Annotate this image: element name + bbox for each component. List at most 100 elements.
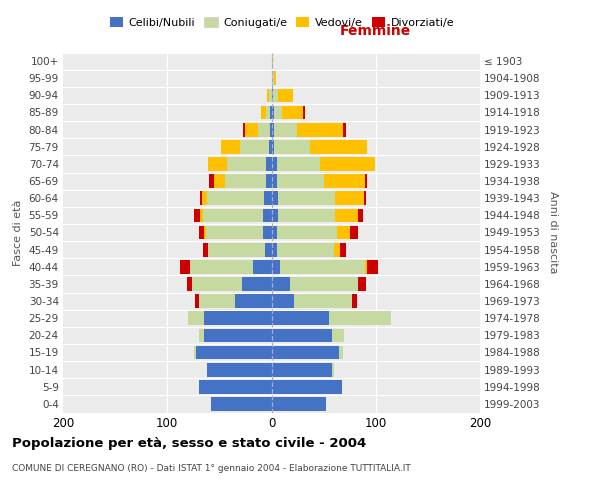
Bar	[207, 192, 264, 205]
Bar	[367, 260, 378, 274]
Bar	[271, 346, 339, 360]
Bar	[271, 174, 277, 188]
Bar	[209, 174, 214, 188]
Bar	[271, 380, 343, 394]
Bar	[204, 312, 271, 325]
Bar	[199, 328, 204, 342]
Bar	[199, 294, 235, 308]
Bar	[214, 174, 224, 188]
Bar	[192, 277, 242, 291]
Bar	[272, 88, 278, 102]
Bar	[290, 277, 358, 291]
Bar	[271, 260, 280, 274]
Bar	[278, 208, 335, 222]
Bar	[271, 294, 295, 308]
Bar	[261, 106, 266, 120]
Bar	[240, 140, 269, 153]
Bar	[194, 208, 200, 222]
Bar	[200, 192, 202, 205]
Bar	[271, 277, 290, 291]
Bar	[277, 174, 323, 188]
Text: Popolazione per età, sesso e stato civile - 2004: Popolazione per età, sesso e stato civil…	[12, 438, 366, 450]
Bar	[271, 208, 278, 222]
Bar	[227, 157, 266, 171]
Bar	[271, 363, 332, 376]
Bar	[271, 157, 277, 171]
Text: COMUNE DI CEREGNANO (RO) - Dati ISTAT 1° gennaio 2004 - Elaborazione TUTTITALIA.: COMUNE DI CEREGNANO (RO) - Dati ISTAT 1°…	[12, 464, 411, 473]
Bar	[295, 294, 352, 308]
Bar	[274, 123, 296, 136]
Bar	[271, 123, 274, 136]
Bar	[271, 226, 277, 239]
Bar	[358, 208, 363, 222]
Bar	[365, 260, 367, 274]
Bar	[266, 106, 271, 120]
Bar	[271, 88, 272, 102]
Bar	[335, 192, 364, 205]
Bar	[263, 226, 271, 239]
Bar	[277, 226, 337, 239]
Bar	[343, 123, 346, 136]
Bar	[271, 54, 272, 68]
Bar	[187, 277, 192, 291]
Bar	[282, 106, 303, 120]
Bar	[202, 192, 207, 205]
Bar	[211, 397, 271, 411]
Bar	[208, 243, 265, 256]
Bar	[274, 106, 282, 120]
Bar	[264, 192, 271, 205]
Bar	[224, 174, 266, 188]
Bar	[271, 72, 274, 85]
Text: Femmine: Femmine	[340, 24, 412, 38]
Bar	[358, 277, 367, 291]
Bar	[258, 123, 271, 136]
Bar	[332, 328, 344, 342]
Bar	[271, 328, 332, 342]
Bar	[194, 346, 196, 360]
Bar	[203, 208, 263, 222]
Bar	[320, 157, 375, 171]
Bar	[278, 88, 293, 102]
Bar	[208, 157, 227, 171]
Bar	[340, 243, 346, 256]
Bar	[365, 174, 367, 188]
Bar	[268, 88, 269, 102]
Bar	[280, 260, 365, 274]
Bar	[196, 346, 271, 360]
Bar	[277, 157, 320, 171]
Bar	[180, 260, 190, 274]
Bar	[242, 277, 271, 291]
Bar	[323, 174, 365, 188]
Bar	[269, 88, 271, 102]
Bar	[235, 294, 271, 308]
Bar	[200, 208, 203, 222]
Bar	[266, 157, 271, 171]
Bar	[203, 243, 208, 256]
Y-axis label: Anni di nascita: Anni di nascita	[548, 191, 557, 274]
Bar	[266, 174, 271, 188]
Y-axis label: Fasce di età: Fasce di età	[13, 200, 23, 266]
Legend: Celibi/Nubili, Coniugati/e, Vedovi/e, Divorziati/e: Celibi/Nubili, Coniugati/e, Vedovi/e, Di…	[106, 13, 458, 32]
Bar	[206, 226, 263, 239]
Bar	[263, 208, 271, 222]
Bar	[253, 260, 271, 274]
Bar	[199, 226, 204, 239]
Bar	[271, 397, 326, 411]
Bar	[332, 363, 334, 376]
Bar	[329, 312, 391, 325]
Bar	[269, 140, 271, 153]
Bar	[244, 123, 245, 136]
Bar	[303, 106, 305, 120]
Bar	[350, 226, 358, 239]
Bar	[199, 380, 271, 394]
Bar	[245, 123, 258, 136]
Bar	[364, 192, 367, 205]
Bar	[274, 140, 310, 153]
Bar	[271, 106, 274, 120]
Bar	[271, 140, 274, 153]
Bar	[204, 226, 206, 239]
Bar	[310, 140, 367, 153]
Bar	[204, 328, 271, 342]
Bar	[296, 123, 343, 136]
Bar	[271, 192, 278, 205]
